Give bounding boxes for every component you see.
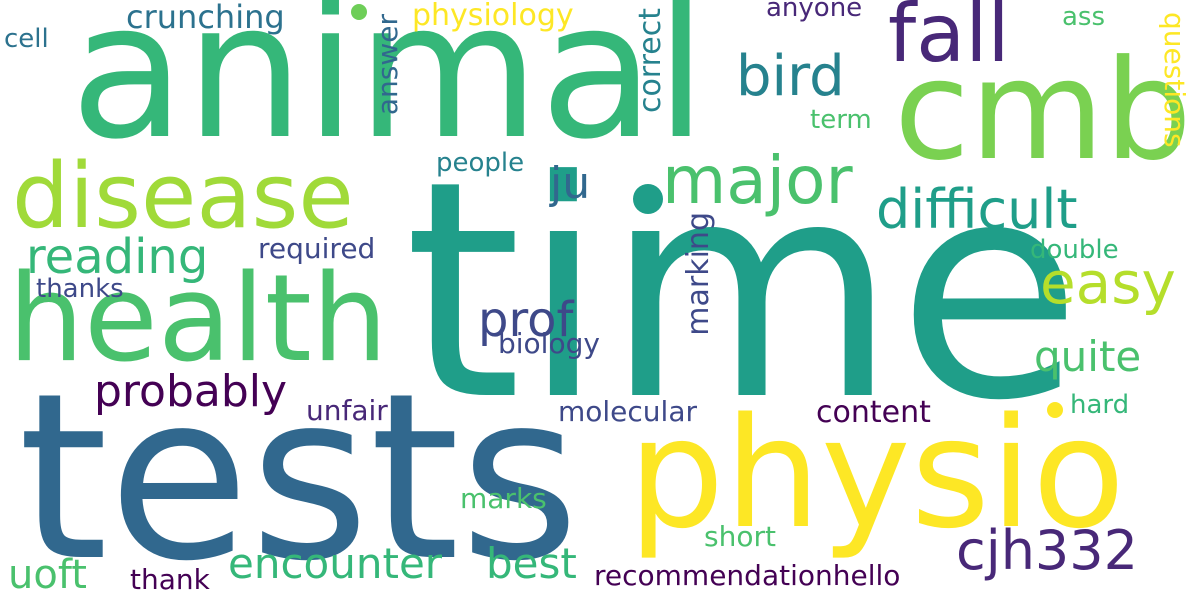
- word-time: time: [404, 117, 1082, 466]
- word-tests: tests: [18, 345, 580, 612]
- word-answer: answer: [371, 14, 404, 116]
- word-questions: questions: [1158, 12, 1191, 148]
- word-animal: animal: [70, 0, 708, 181]
- word-required: required: [258, 232, 376, 265]
- word-anyone: anyone: [766, 0, 863, 23]
- word-molecular: molecular: [558, 395, 698, 428]
- word-best: best: [486, 539, 577, 588]
- word-fall: fall: [888, 0, 1010, 80]
- word-biology: biology: [498, 327, 600, 360]
- word-recommendationhello: recommendationhello: [594, 559, 901, 592]
- word-double: double: [1030, 235, 1119, 265]
- word-thank: thank: [130, 563, 210, 596]
- word-probably: probably: [94, 366, 288, 417]
- word-hard: hard: [1070, 390, 1130, 420]
- word-disease: disease: [12, 144, 354, 249]
- word-unfair: unfair: [306, 394, 388, 427]
- word-easy: easy: [1040, 249, 1176, 317]
- word-physio: physio: [628, 385, 1126, 562]
- word-ju: ju: [550, 158, 591, 209]
- word-ass: ass: [1062, 2, 1106, 32]
- word-reading: reading: [26, 229, 209, 285]
- word-difficult: difficult: [876, 178, 1078, 241]
- word-uoft: uoft: [8, 552, 87, 598]
- word-encounter: encounter: [228, 539, 443, 588]
- word-bird: bird: [736, 44, 845, 109]
- word-content: content: [816, 395, 931, 430]
- word-cmb: cmb: [894, 30, 1192, 191]
- dot: [633, 184, 663, 214]
- word-correct: correct: [633, 8, 668, 114]
- word-thanks: thanks: [36, 274, 124, 304]
- word-quite: quite: [1034, 332, 1142, 381]
- word-short: short: [704, 520, 776, 553]
- word-cell: cell: [4, 24, 49, 54]
- word-major: major: [662, 142, 853, 219]
- word-prof: prof: [478, 292, 574, 348]
- word-marking: marking: [681, 212, 716, 336]
- dot: [351, 4, 367, 20]
- word-term: term: [810, 105, 872, 135]
- word-health: health: [8, 250, 388, 389]
- word-people: people: [436, 148, 525, 178]
- word-physiology: physiology: [412, 0, 574, 33]
- word-marks: marks: [460, 482, 547, 515]
- word-cjh332: cjh332: [956, 519, 1138, 582]
- dot: [1047, 402, 1063, 418]
- word-crunching: crunching: [126, 0, 285, 36]
